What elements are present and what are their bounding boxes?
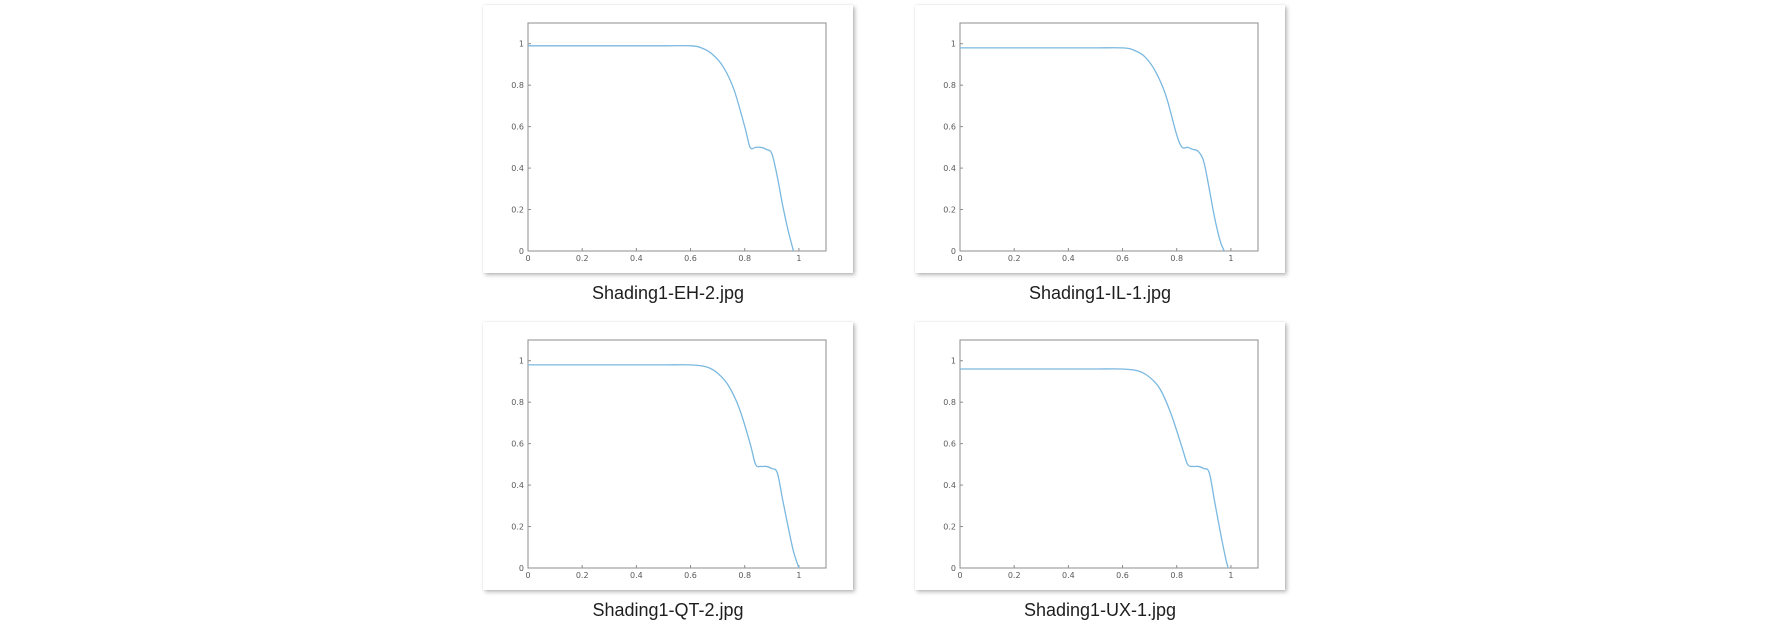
x-tick-label: 0.2 <box>576 571 589 580</box>
data-series-line <box>960 368 1229 569</box>
file-thumbnail-3[interactable]: 0 0.2 0.4 0.6 0.8 1 0 0.2 0.4 0.6 0.8 1 <box>483 322 853 590</box>
y-tick-label: 0.6 <box>943 440 956 449</box>
x-tick-label: 0.2 <box>576 254 589 263</box>
y-tick-label: 0 <box>951 564 956 573</box>
x-tick-label: 0.6 <box>684 571 697 580</box>
data-series-line <box>960 47 1225 252</box>
thumbnail-line-chart-3: 0 0.2 0.4 0.6 0.8 1 0 0.2 0.4 0.6 0.8 1 <box>511 339 827 580</box>
x-tick-label: 0.4 <box>1062 571 1075 580</box>
x-tick-label: 0 <box>525 254 530 263</box>
x-tick-label: 1 <box>796 571 801 580</box>
y-tick-label: 0.8 <box>943 398 956 407</box>
file-tile-4[interactable]: 0 0.2 0.4 0.6 0.8 1 0 0.2 0.4 0.6 0.8 1 Shading1-UX… <box>913 317 1285 627</box>
file-tile-1[interactable]: 0 0.2 0.4 0.6 0.8 1 0 0.2 0.4 0.6 0.8 1 Shading1-EH… <box>481 0 853 310</box>
y-tick-label: 0.2 <box>511 523 524 532</box>
x-tick-label: 0.8 <box>1170 254 1183 263</box>
file-name-label-3[interactable]: Shading1-QT-2.jpg <box>592 600 744 620</box>
file-tile-2[interactable]: 0 0.2 0.4 0.6 0.8 1 0 0.2 0.4 0.6 0.8 1 Shading1-IL… <box>913 0 1285 310</box>
y-tick-label: 1 <box>951 40 956 49</box>
y-tick-label: 0 <box>519 247 524 256</box>
x-tick-label: 0.8 <box>738 571 751 580</box>
file-thumbnail-1[interactable]: 0 0.2 0.4 0.6 0.8 1 0 0.2 0.4 0.6 0.8 1 <box>483 5 853 273</box>
x-tick-label: 0 <box>957 254 962 263</box>
data-series-line <box>528 44 795 252</box>
thumbnail-line-chart-2: 0 0.2 0.4 0.6 0.8 1 0 0.2 0.4 0.6 0.8 1 <box>943 22 1259 263</box>
y-tick-label: 0.2 <box>943 523 956 532</box>
file-tile-3[interactable]: 0 0.2 0.4 0.6 0.8 1 0 0.2 0.4 0.6 0.8 1 Shading1-QT… <box>481 317 853 627</box>
x-tick-label: 0.8 <box>1170 571 1183 580</box>
x-tick-label: 0.6 <box>1116 254 1129 263</box>
y-tick-label: 0.8 <box>511 398 524 407</box>
y-tick-label: 0 <box>951 247 956 256</box>
x-tick-label: 0 <box>525 571 530 580</box>
y-tick-label: 0.4 <box>943 481 956 490</box>
axes-box <box>959 339 1259 569</box>
y-tick-label: 0.4 <box>511 164 524 173</box>
file-thumbnail-2[interactable]: 0 0.2 0.4 0.6 0.8 1 0 0.2 0.4 0.6 0.8 1 <box>915 5 1285 273</box>
y-tick-label: 1 <box>951 357 956 366</box>
file-thumbnail-4[interactable]: 0 0.2 0.4 0.6 0.8 1 0 0.2 0.4 0.6 0.8 1 <box>915 322 1285 590</box>
x-tick-label: 0.4 <box>1062 254 1075 263</box>
x-tick-label: 1 <box>796 254 801 263</box>
y-tick-label: 0.8 <box>511 81 524 90</box>
y-tick-label: 0.2 <box>511 206 524 215</box>
x-tick-label: 0.6 <box>1116 571 1129 580</box>
axes-box <box>527 339 827 569</box>
x-tick-label: 0.6 <box>684 254 697 263</box>
x-tick-label: 0.4 <box>630 571 643 580</box>
file-name-label-4[interactable]: Shading1-UX-1.jpg <box>1023 600 1177 620</box>
data-series-line <box>528 364 800 569</box>
y-tick-label: 0.6 <box>511 440 524 449</box>
y-tick-label: 0.4 <box>511 481 524 490</box>
thumbnail-line-chart-4: 0 0.2 0.4 0.6 0.8 1 0 0.2 0.4 0.6 0.8 1 <box>943 339 1259 580</box>
thumbnail-line-chart-1: 0 0.2 0.4 0.6 0.8 1 0 0.2 0.4 0.6 0.8 1 <box>511 22 827 263</box>
x-tick-label: 0.2 <box>1008 254 1021 263</box>
axes-box <box>959 22 1259 252</box>
x-tick-label: 0.4 <box>630 254 643 263</box>
y-tick-label: 0.2 <box>943 206 956 215</box>
y-tick-label: 1 <box>519 357 524 366</box>
file-name-label-1[interactable]: Shading1-EH-2.jpg <box>591 283 745 303</box>
file-name-label-2[interactable]: Shading1-IL-1.jpg <box>1028 283 1172 303</box>
y-tick-label: 0.8 <box>943 81 956 90</box>
x-tick-label: 1 <box>1228 571 1233 580</box>
y-tick-label: 0 <box>519 564 524 573</box>
axes-box <box>527 22 827 252</box>
x-tick-label: 1 <box>1228 254 1233 263</box>
y-tick-label: 0.4 <box>943 164 956 173</box>
y-tick-label: 0.6 <box>943 123 956 132</box>
y-tick-label: 1 <box>519 40 524 49</box>
x-tick-label: 0 <box>957 571 962 580</box>
x-tick-label: 0.8 <box>738 254 751 263</box>
x-tick-label: 0.2 <box>1008 571 1021 580</box>
y-tick-label: 0.6 <box>511 123 524 132</box>
